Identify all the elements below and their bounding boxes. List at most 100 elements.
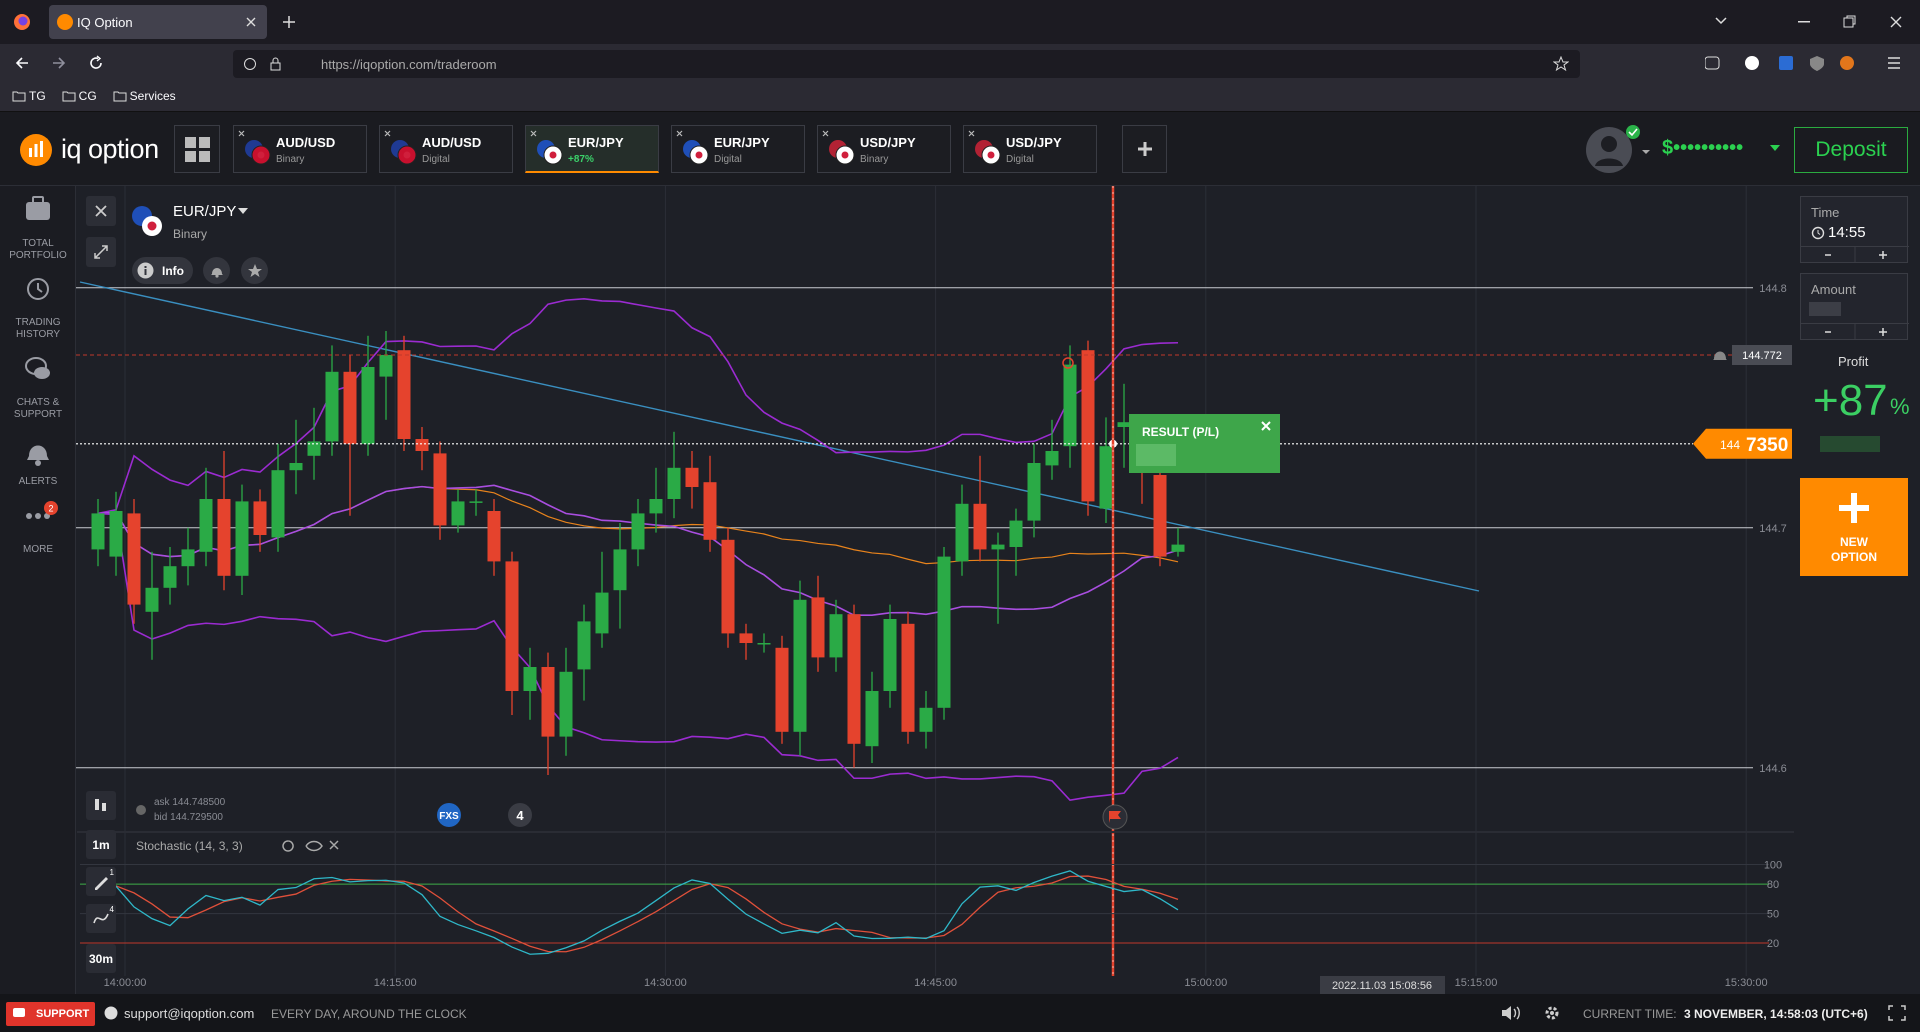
new-option-button[interactable]: NEW OPTION [1800, 478, 1908, 576]
stochastic-tick-label: 50 [1767, 909, 1779, 921]
y-tick-label: 144.7 [1759, 523, 1787, 535]
current-price-main: 144 [1720, 438, 1740, 452]
sidebar-label[interactable]: TRADING HISTORY [15, 317, 61, 340]
asset-tab[interactable]: USD/JPY Binary [817, 125, 951, 173]
x-tick-label: 14:30:00 [644, 977, 687, 989]
asset-tab[interactable]: AUD/USD Digital [379, 125, 513, 173]
asset-sub: Binary [276, 154, 305, 165]
profit-hidden [1820, 436, 1880, 452]
bookmark-star[interactable] [1553, 56, 1569, 72]
asset-sub: +87% [568, 154, 594, 165]
trade-panel: Time 14:55 Amount Profit +87 % NEW OPTIO… [1795, 186, 1920, 994]
alert-button[interactable] [203, 257, 230, 284]
asset-tab[interactable]: EUR/JPY Digital [671, 125, 805, 173]
timeframe-button[interactable]: 1m [86, 830, 116, 859]
collapse-button[interactable] [86, 237, 116, 267]
folder-icon [12, 91, 26, 102]
time-steppers[interactable] [1801, 246, 1909, 263]
candle-body [217, 499, 231, 576]
chart-type-button[interactable] [86, 791, 116, 820]
forward-button[interactable] [51, 55, 67, 71]
amount-steppers[interactable] [1801, 323, 1909, 340]
info-label: Info [162, 264, 184, 278]
grid-button[interactable] [174, 125, 220, 173]
candle-body [631, 513, 645, 550]
candle-body [127, 513, 141, 605]
event-count-circle [508, 803, 532, 827]
timeframe-label: 30m [88, 952, 114, 966]
time-box[interactable]: Time 14:55 [1800, 196, 1909, 263]
candle-body [469, 501, 483, 503]
sidebar-label[interactable]: ALERTS [18, 476, 58, 487]
bookmarks-bar: TG CG Services [0, 82, 1920, 112]
url-field[interactable]: https://iqoption.com/traderoom [233, 50, 1580, 78]
browser-tab-bar: IQ Option [0, 0, 1920, 44]
info-button[interactable]: Info [132, 257, 193, 284]
browser-tab[interactable]: IQ Option [49, 5, 267, 39]
candle-body [667, 467, 681, 499]
tab-list[interactable] [1714, 16, 1728, 26]
new-tab[interactable] [282, 15, 296, 29]
candle-body [559, 671, 573, 737]
chart-asset[interactable]: EUR/JPY [173, 203, 237, 220]
folder-icon [62, 91, 76, 102]
time-value: 14:55 [1828, 224, 1866, 241]
asset-tab[interactable]: USD/JPY Digital [963, 125, 1097, 173]
bookmark-label: Services [129, 89, 176, 103]
support-button[interactable]: SUPPORT [6, 1002, 95, 1026]
asset-tab[interactable]: EUR/JPY +87% [525, 125, 659, 173]
fullscreen-icon[interactable] [1888, 1005, 1906, 1021]
tab-close[interactable] [245, 16, 257, 28]
result-label: RESULT (P/L) [1142, 425, 1219, 439]
candle-body [847, 614, 861, 744]
sidebar-label[interactable]: MORE [23, 544, 53, 555]
candle-body [91, 513, 105, 550]
ask-quote: ask 144.748500 [154, 797, 226, 808]
sidebar: 2 TOTAL PORTFOLIO TRADING HISTORY CHATS & … [0, 186, 76, 994]
profit-value: +87 [1813, 376, 1888, 425]
sidebar-label[interactable]: CHATS & SUPPORT [13, 397, 63, 420]
candle-body [109, 511, 123, 557]
support-hours: EVERY DAY, AROUND THE CLOCK [271, 1007, 467, 1021]
result-hidden [1136, 444, 1176, 466]
bid-quote: bid 144.729500 [154, 812, 223, 823]
sound-icon[interactable] [1501, 1005, 1521, 1021]
back-button[interactable] [14, 55, 30, 71]
candle-body [181, 549, 195, 567]
sidebar-label[interactable]: TOTAL PORTFOLIO [9, 238, 67, 261]
grid-icon [185, 137, 210, 162]
add-asset-button[interactable] [1122, 125, 1167, 173]
reload-button[interactable] [88, 55, 104, 71]
deposit-button[interactable]: Deposit [1794, 127, 1908, 173]
drawing-tool-button[interactable]: 4 [86, 904, 116, 933]
new-option-plus [1839, 493, 1869, 523]
asset-flags [132, 206, 162, 236]
asset-name: EUR/JPY [568, 135, 624, 150]
balance[interactable]: $•••••••••• [1662, 137, 1744, 159]
candle-body [1027, 463, 1041, 521]
tool-icon [95, 877, 108, 890]
quote-help [136, 805, 146, 815]
settings-icon[interactable] [1544, 1005, 1560, 1021]
support-email[interactable]: support@iqoption.com [124, 1006, 255, 1021]
close-window[interactable] [1889, 15, 1903, 29]
candle-body [991, 544, 1005, 550]
amount-box[interactable]: Amount [1800, 273, 1909, 340]
close-chart-button[interactable] [86, 196, 116, 226]
candle-body [1063, 364, 1077, 447]
tool-badge: 1 [109, 868, 114, 877]
timeframe-button[interactable]: 30m [86, 944, 116, 973]
favorite-button[interactable] [241, 257, 268, 284]
stochastic-controls [282, 840, 339, 852]
tab-title: IQ Option [77, 15, 133, 30]
asset-tab[interactable]: AUD/USD Binary [233, 125, 367, 173]
x-tick-label: 15:00:00 [1184, 977, 1227, 989]
app-header: iq option $•••••••••• Deposit AUD/USD Bin… [0, 112, 1920, 186]
collapse-icon [94, 245, 108, 259]
minimize[interactable] [1798, 21, 1812, 24]
avatar[interactable] [1585, 124, 1655, 174]
alert-level-label: 144.772 [1742, 350, 1782, 362]
restore[interactable] [1843, 15, 1857, 29]
drawing-tool-button[interactable]: 1 [86, 867, 116, 896]
bookmark-label: TG [29, 89, 46, 103]
